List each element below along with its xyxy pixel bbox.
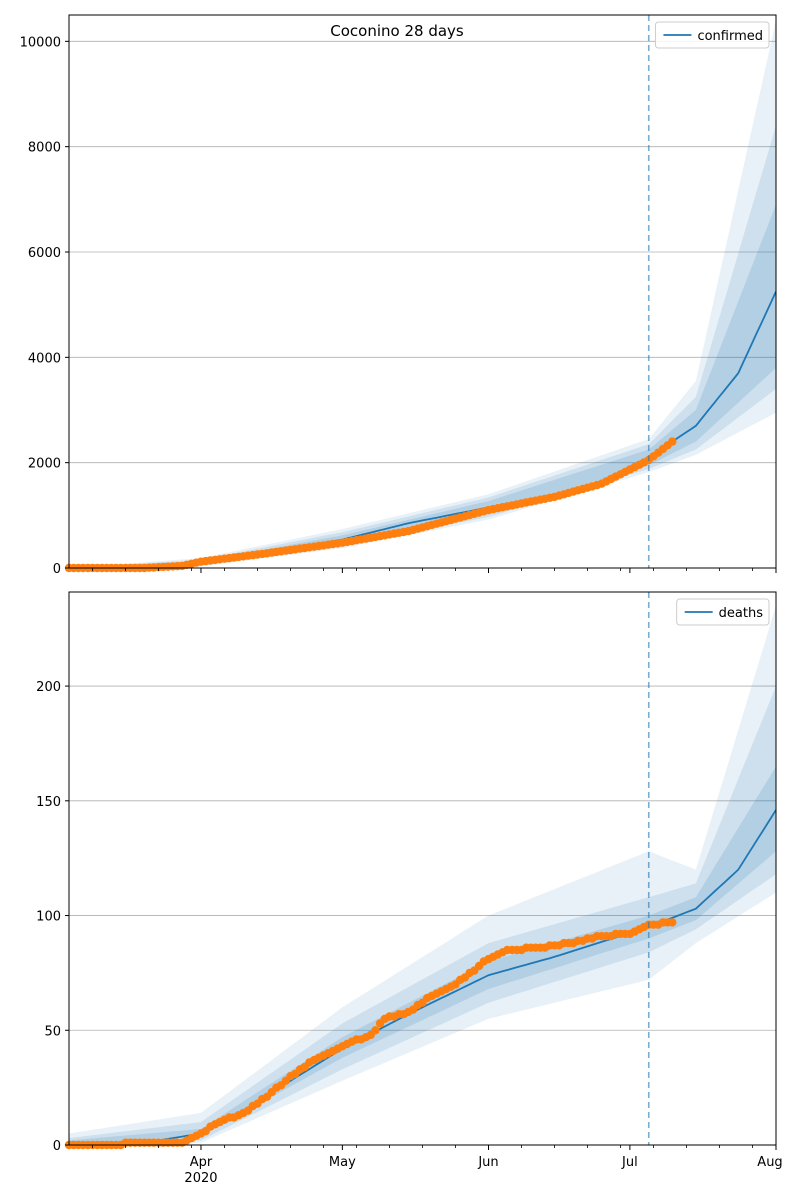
legend-box bbox=[654, 21, 770, 49]
legend-label: deaths bbox=[719, 606, 764, 621]
x-tick-label: Jun bbox=[477, 1155, 498, 1170]
y-tick-label: 150 bbox=[36, 795, 61, 810]
axes-border bbox=[68, 14, 777, 569]
confirmed-observed-points bbox=[64, 437, 677, 573]
observed-point bbox=[668, 437, 677, 446]
confirmed-panel: 0 2000 4000 6000 8000 10000 confirmed bbox=[20, 14, 777, 577]
legend-box bbox=[676, 598, 770, 626]
y-tick-label: 200 bbox=[36, 680, 61, 695]
confirmed-x-axis bbox=[92, 568, 777, 573]
x-tick-sublabel: 2020 bbox=[184, 1171, 217, 1186]
y-tick-label: 2000 bbox=[28, 457, 61, 472]
x-tick-label: Apr bbox=[190, 1155, 213, 1170]
confirmed-forecast-bands bbox=[69, 20, 776, 568]
confirmed-legend: confirmed bbox=[654, 21, 770, 49]
confirmed-y-axis: 0 2000 4000 6000 8000 10000 bbox=[20, 35, 69, 577]
y-tick-label: 0 bbox=[53, 562, 61, 577]
observed-point bbox=[668, 918, 677, 927]
band-outer bbox=[69, 605, 776, 1145]
band-inner bbox=[69, 204, 776, 568]
band-outer bbox=[69, 20, 776, 568]
deaths-legend: deaths bbox=[676, 598, 770, 626]
y-tick-label: 6000 bbox=[28, 246, 61, 261]
deaths-forecast-bands bbox=[69, 605, 776, 1145]
chart-title: Coconino 28 days bbox=[330, 22, 464, 40]
x-tick-label: Aug bbox=[757, 1155, 782, 1170]
observed-point bbox=[371, 1026, 380, 1035]
y-tick-label: 10000 bbox=[20, 35, 61, 50]
deaths-observed-points bbox=[64, 918, 677, 1150]
y-tick-label: 50 bbox=[44, 1024, 61, 1039]
y-tick-label: 100 bbox=[36, 910, 61, 925]
deaths-y-axis: 0 50 100 150 200 bbox=[36, 680, 69, 1154]
x-tick-label: Jul bbox=[621, 1155, 638, 1170]
confirmed-axes-frame bbox=[68, 14, 777, 569]
y-tick-label: 4000 bbox=[28, 351, 61, 366]
x-tick-label: May bbox=[329, 1155, 356, 1170]
confirmed-gridlines bbox=[69, 40, 776, 569]
y-tick-label: 8000 bbox=[28, 141, 61, 156]
band-middle bbox=[69, 125, 776, 568]
legend-label: confirmed bbox=[697, 29, 763, 44]
band-middle bbox=[69, 686, 776, 1145]
y-tick-label: 0 bbox=[53, 1139, 61, 1154]
